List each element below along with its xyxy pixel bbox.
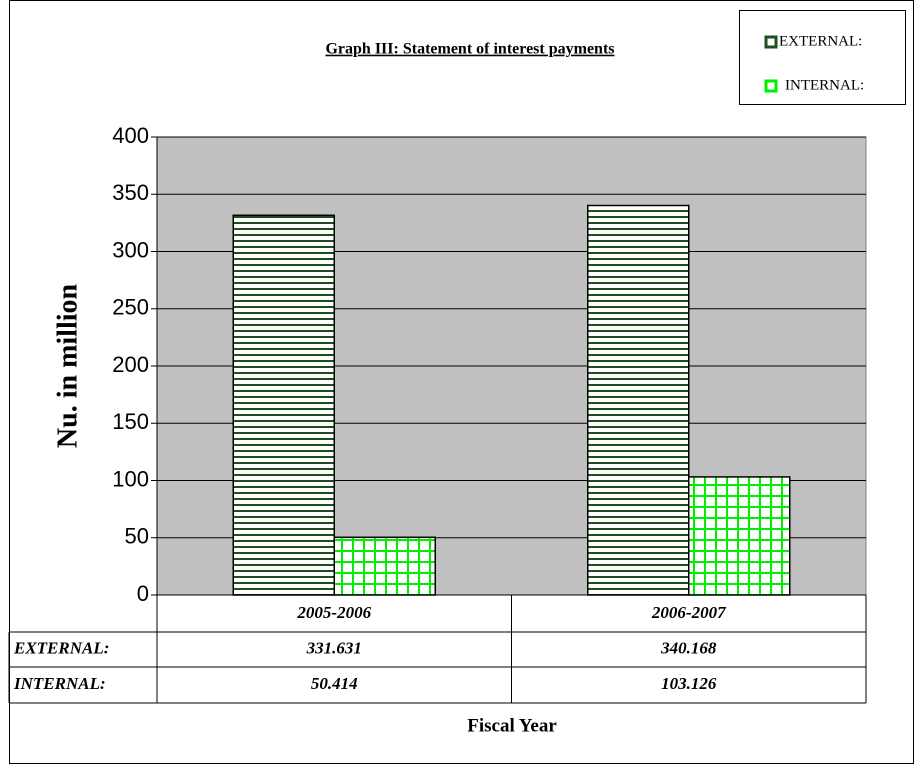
legend-swatch: [764, 35, 778, 49]
bar: [688, 476, 791, 596]
y-tick-label: 400: [112, 123, 149, 148]
table-value: 103.126: [661, 674, 717, 693]
bar: [333, 536, 436, 596]
x-tick-label: 2006-2007: [651, 603, 727, 622]
table-row-label: EXTERNAL:: [13, 638, 109, 657]
x-axis-title: Fiscal Year: [467, 715, 557, 736]
y-tick-label: 50: [125, 524, 149, 549]
legend-label: EXTERNAL:: [779, 33, 862, 49]
x-tick-label: 2005-2006: [296, 603, 371, 622]
table-value: 340.168: [660, 638, 717, 657]
bar: [587, 204, 690, 596]
y-tick-label: 100: [112, 466, 149, 491]
legend-swatch: [764, 79, 778, 93]
table-value: 331.631: [306, 638, 362, 657]
y-tick-label: 250: [112, 295, 149, 320]
y-tick-label: 300: [112, 237, 149, 262]
table-row-label: INTERNAL:: [13, 674, 106, 693]
y-tick-label: 200: [112, 352, 149, 377]
y-tick-label: 150: [112, 409, 149, 434]
bar: [232, 214, 335, 596]
y-tick-label: 350: [112, 180, 149, 205]
legend-label: INTERNAL:: [785, 77, 864, 93]
y-axis-title: Nu. in million: [52, 284, 83, 449]
y-tick-label: 0: [137, 581, 149, 606]
chart-title: Graph III: Statement of interest payment…: [325, 41, 614, 58]
table-value: 50.414: [311, 674, 358, 693]
